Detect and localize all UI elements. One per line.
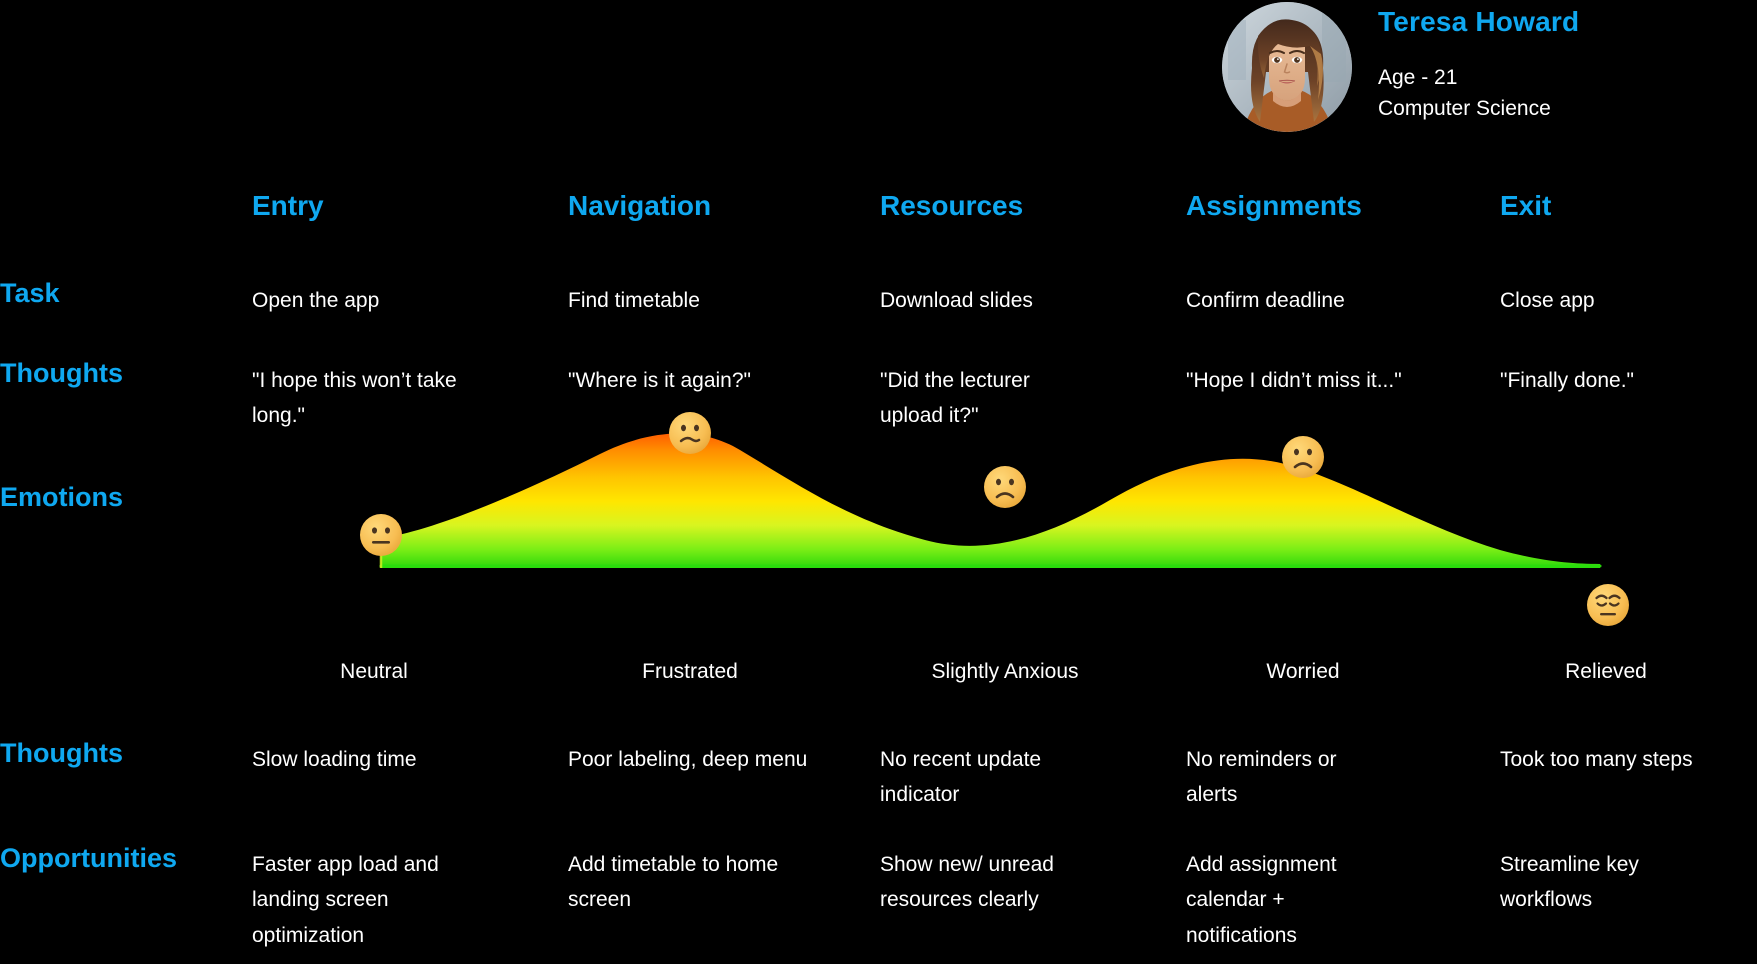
row-label-opportunities: Opportunities bbox=[0, 843, 177, 873]
painpoint-cell-assignments: No reminders or alerts bbox=[1186, 748, 1337, 807]
painpoint-cell-exit: Took too many steps bbox=[1500, 748, 1693, 771]
stage-header-navigation[interactable]: Navigation bbox=[568, 190, 712, 221]
thought-cell-exit: "Finally done." bbox=[1500, 369, 1634, 392]
emoji-frowning-face-resources bbox=[983, 465, 1027, 509]
emotion-label-resources: Slightly Anxious bbox=[931, 660, 1079, 683]
persona-field: Computer Science bbox=[1378, 97, 1551, 121]
emoji-confused-face bbox=[668, 411, 712, 455]
opportunity-cell-exit: Streamline key workflows bbox=[1500, 853, 1639, 912]
thought-cell-navigation: "Where is it again?" bbox=[568, 369, 751, 392]
row-label-task: Task bbox=[0, 278, 60, 308]
persona-info: Teresa Howard Age - 21 Computer Science bbox=[1378, 2, 1579, 124]
painpoint-cell-entry: Slow loading time bbox=[252, 748, 417, 771]
task-cell-exit: Close app bbox=[1500, 289, 1595, 312]
stage-header-entry[interactable]: Entry bbox=[252, 190, 324, 221]
emoji-frowning-face-assignments bbox=[1281, 435, 1325, 479]
task-cell-assignments: Confirm deadline bbox=[1186, 289, 1345, 312]
task-cell-entry: Open the app bbox=[252, 289, 380, 312]
emotion-curve-chart bbox=[0, 398, 1757, 638]
avatar bbox=[1222, 2, 1352, 132]
opportunity-cell-resources: Show new/ unread resources clearly bbox=[880, 853, 1054, 912]
row-label-thoughts-bottom: Thoughts bbox=[0, 738, 123, 768]
task-cell-navigation: Find timetable bbox=[568, 289, 700, 312]
emotion-label-navigation: Frustrated bbox=[642, 660, 738, 683]
stage-header-resources[interactable]: Resources bbox=[880, 190, 1024, 221]
persona-name: Teresa Howard bbox=[1378, 6, 1580, 37]
painpoint-cell-resources: No recent update indicator bbox=[880, 748, 1042, 807]
stage-header-assignments[interactable]: Assignments bbox=[1186, 190, 1362, 221]
painpoint-cell-navigation: Poor labeling, deep menu bbox=[568, 748, 808, 771]
row-label-emotions: Emotions bbox=[0, 482, 124, 512]
opportunity-cell-assignments: Add assignment calendar + notifications bbox=[1186, 853, 1337, 947]
thought-cell-assignments: "Hope I didn’t miss it..." bbox=[1186, 369, 1402, 392]
emoji-neutral-face bbox=[359, 513, 403, 557]
task-cell-resources: Download slides bbox=[880, 289, 1033, 312]
opportunity-cell-navigation: Add timetable to home screen bbox=[568, 853, 779, 912]
stage-header-exit[interactable]: Exit bbox=[1500, 190, 1552, 221]
emotion-label-exit: Relieved bbox=[1565, 660, 1647, 683]
thought-cell-entry: "I hope this won’t take long." bbox=[252, 369, 457, 428]
row-label-thoughts-top: Thoughts bbox=[0, 358, 123, 388]
persona-header: Teresa Howard Age - 21 Computer Science bbox=[1222, 2, 1579, 132]
emotion-label-entry: Neutral bbox=[340, 660, 408, 683]
emotion-label-assignments: Worried bbox=[1266, 660, 1340, 683]
opportunity-cell-entry: Faster app load and landing screen optim… bbox=[252, 853, 439, 947]
emoji-pensive-face bbox=[1586, 583, 1630, 627]
thought-cell-resources: "Did the lecturer upload it?" bbox=[880, 369, 1030, 428]
persona-age: Age - 21 bbox=[1378, 66, 1458, 90]
